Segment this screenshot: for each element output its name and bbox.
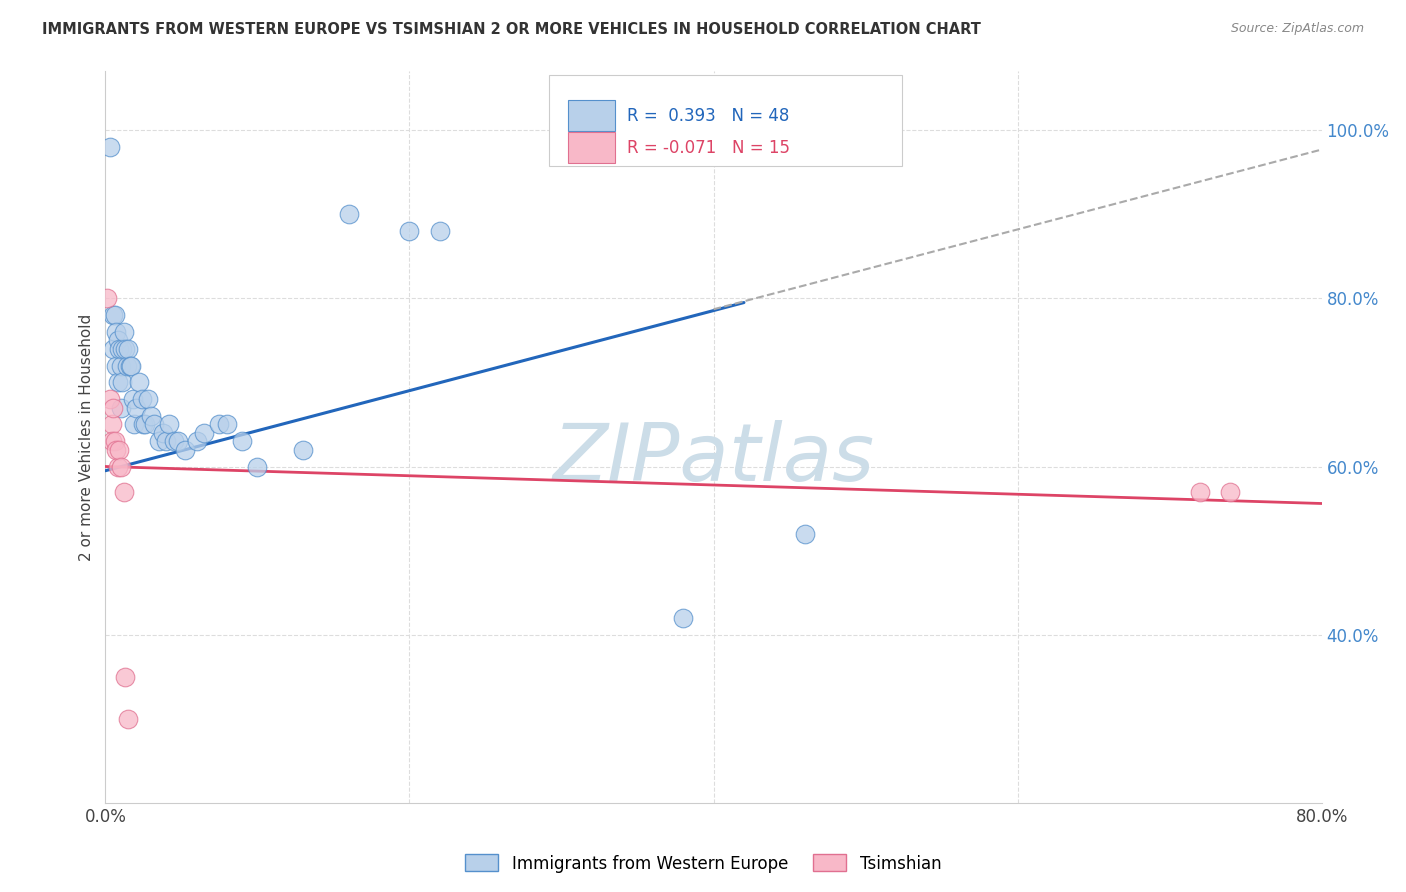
Point bbox=[231, 434, 253, 449]
Point bbox=[117, 342, 139, 356]
Point bbox=[111, 342, 134, 356]
Point bbox=[429, 224, 451, 238]
Point bbox=[193, 425, 215, 440]
Point bbox=[121, 392, 143, 407]
Point bbox=[292, 442, 315, 457]
Point bbox=[107, 376, 129, 390]
Point bbox=[672, 611, 695, 625]
Point bbox=[398, 224, 420, 238]
Point bbox=[136, 392, 159, 407]
Point bbox=[112, 325, 135, 339]
Point bbox=[128, 376, 150, 390]
Point bbox=[103, 434, 125, 449]
Text: Source: ZipAtlas.com: Source: ZipAtlas.com bbox=[1230, 22, 1364, 36]
Point bbox=[120, 359, 142, 373]
Point bbox=[101, 342, 124, 356]
Point bbox=[105, 442, 128, 457]
Point bbox=[100, 434, 122, 449]
Point bbox=[148, 434, 170, 449]
Point bbox=[105, 359, 128, 373]
Point bbox=[117, 712, 139, 726]
Point bbox=[108, 342, 131, 356]
Point bbox=[110, 459, 132, 474]
Text: IMMIGRANTS FROM WESTERN EUROPE VS TSIMSHIAN 2 OR MORE VEHICLES IN HOUSEHOLD CORR: IMMIGRANTS FROM WESTERN EUROPE VS TSIMSH… bbox=[42, 22, 981, 37]
Point bbox=[124, 417, 146, 432]
Point bbox=[132, 417, 155, 432]
Point bbox=[103, 308, 125, 322]
Point bbox=[793, 526, 815, 541]
Point bbox=[246, 459, 269, 474]
Point bbox=[152, 425, 174, 440]
Point bbox=[157, 417, 180, 432]
Point bbox=[101, 308, 124, 322]
Point bbox=[208, 417, 231, 432]
Point bbox=[98, 140, 121, 154]
Point bbox=[114, 342, 136, 356]
Point bbox=[155, 434, 177, 449]
Point bbox=[108, 442, 131, 457]
FancyBboxPatch shape bbox=[568, 132, 614, 163]
Point bbox=[107, 334, 129, 348]
Point bbox=[115, 359, 138, 373]
Point bbox=[118, 359, 141, 373]
Point bbox=[125, 401, 148, 415]
Point bbox=[163, 434, 186, 449]
Point bbox=[100, 417, 122, 432]
Point bbox=[217, 417, 239, 432]
Point bbox=[101, 401, 124, 415]
Legend: Immigrants from Western Europe, Tsimshian: Immigrants from Western Europe, Tsimshia… bbox=[458, 847, 948, 880]
Point bbox=[1219, 484, 1241, 499]
Point bbox=[110, 401, 132, 415]
FancyBboxPatch shape bbox=[550, 75, 903, 167]
Point bbox=[110, 359, 132, 373]
Point bbox=[112, 484, 135, 499]
Point bbox=[143, 417, 166, 432]
Point bbox=[105, 325, 128, 339]
Point bbox=[337, 207, 360, 221]
Point bbox=[186, 434, 208, 449]
Text: ZIPatlas: ZIPatlas bbox=[553, 420, 875, 498]
Point bbox=[114, 670, 136, 684]
Y-axis label: 2 or more Vehicles in Household: 2 or more Vehicles in Household bbox=[79, 313, 94, 561]
Point bbox=[173, 442, 195, 457]
Point bbox=[96, 291, 118, 305]
Point bbox=[167, 434, 190, 449]
FancyBboxPatch shape bbox=[568, 100, 614, 131]
Text: R =  0.393   N = 48: R = 0.393 N = 48 bbox=[627, 107, 790, 125]
Text: R = -0.071   N = 15: R = -0.071 N = 15 bbox=[627, 138, 790, 157]
Point bbox=[111, 376, 134, 390]
Point bbox=[107, 459, 129, 474]
Point bbox=[134, 417, 156, 432]
Point bbox=[131, 392, 153, 407]
Point bbox=[139, 409, 162, 423]
Point bbox=[98, 392, 121, 407]
Point bbox=[1188, 484, 1211, 499]
